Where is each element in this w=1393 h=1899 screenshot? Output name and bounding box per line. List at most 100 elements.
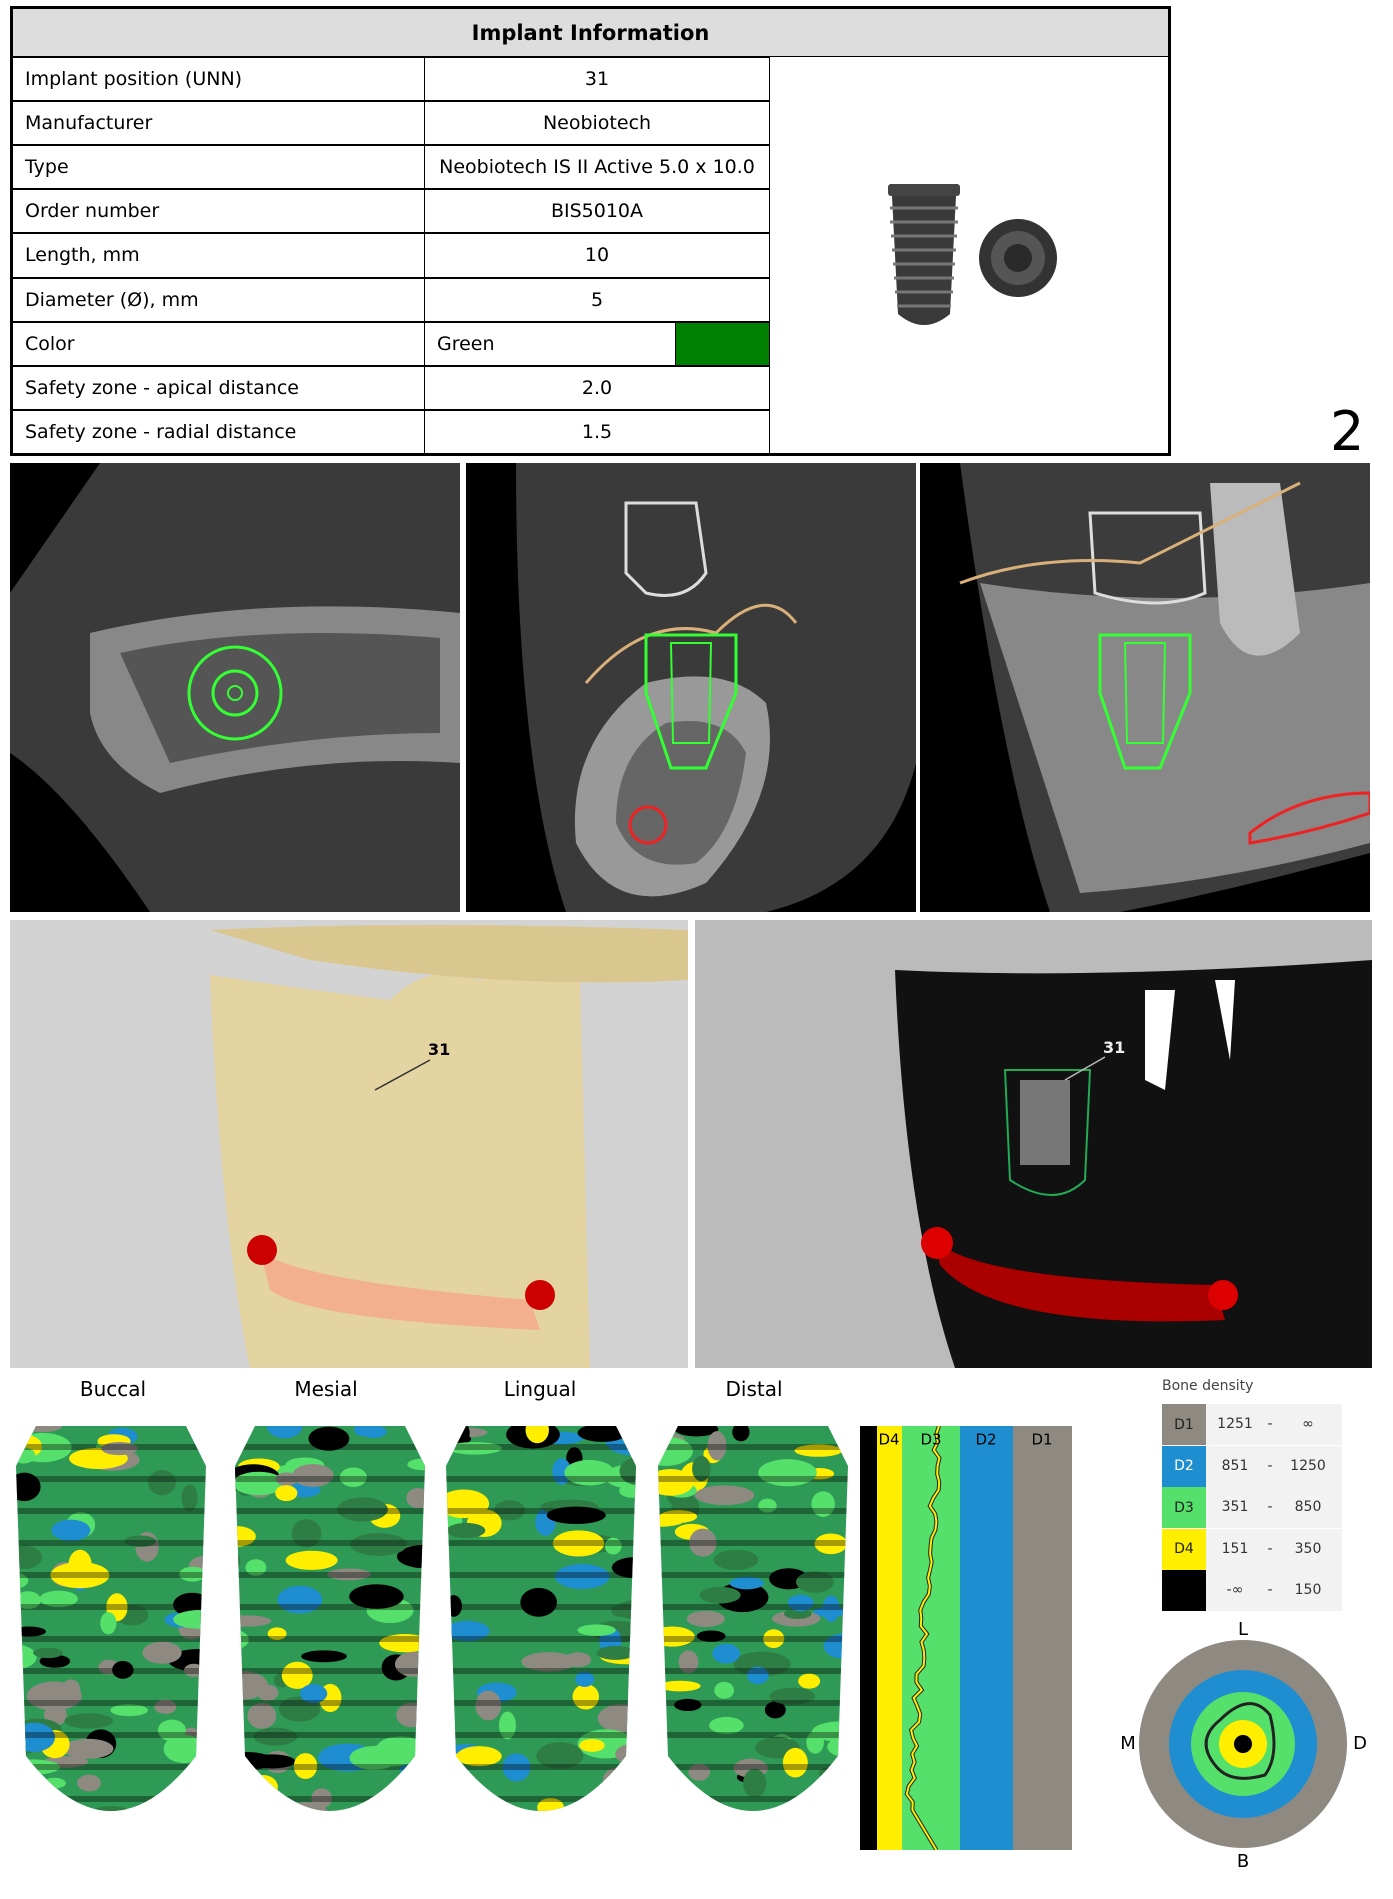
density-patch: [713, 1549, 759, 1570]
density-patch: [349, 1584, 404, 1609]
section-label: Lingual: [503, 1377, 577, 1401]
graphic-path: [935, 1240, 1225, 1322]
graphic-path: [1145, 990, 1175, 1090]
graphic-circle: [187, 645, 283, 741]
section-label: Distal: [725, 1377, 783, 1401]
density-patch: [245, 1559, 267, 1576]
density-patch: [33, 1647, 63, 1659]
thread: [16, 1444, 206, 1450]
density-patch: [77, 1774, 101, 1792]
surface: [436, 1426, 651, 1852]
graphic-path: [616, 721, 746, 865]
thread: [446, 1796, 636, 1802]
density-patch: [796, 1571, 834, 1593]
thread: [16, 1540, 206, 1546]
density-patch: [281, 1661, 313, 1689]
density-patch: [183, 1663, 204, 1678]
density-patch: [61, 1679, 81, 1702]
density-patch: [572, 1684, 600, 1710]
image-cell: [769, 56, 1169, 454]
thread: [16, 1764, 206, 1770]
legend-class: D4: [1162, 1528, 1206, 1570]
thread: [658, 1508, 848, 1514]
density-patch: [525, 1426, 549, 1444]
thread: [16, 1476, 206, 1482]
density-patch: [561, 1819, 581, 1842]
thread: [16, 1796, 206, 1802]
density-patch: [257, 1684, 279, 1701]
legend-sep: -: [1267, 1499, 1273, 1515]
thread: [235, 1668, 425, 1674]
density-patch: [396, 1702, 425, 1728]
thread: [235, 1636, 425, 1642]
density-patch: [686, 1610, 725, 1627]
density-patch: [101, 1442, 138, 1456]
density-patch: [456, 1746, 502, 1767]
thread: [16, 1668, 206, 1674]
density-patch: [536, 1742, 584, 1769]
volume-3d-view: 31: [695, 920, 1372, 1368]
density-patch: [520, 1587, 557, 1617]
density-patch: [537, 1798, 565, 1811]
graphic-g: [890, 206, 958, 308]
density-patch: [406, 1488, 425, 1509]
density-patch: [712, 1643, 741, 1664]
row-value: BIS5010A: [424, 189, 770, 234]
graphic-path: [1248, 791, 1370, 845]
density-patch: [498, 1711, 516, 1740]
graphic-path: [895, 960, 1372, 1368]
density-patch: [694, 1485, 755, 1506]
thread: [436, 1828, 651, 1834]
thread: [446, 1700, 636, 1706]
thread: [235, 1732, 425, 1738]
row-label: Length, mm: [12, 233, 425, 278]
density-patch: [327, 1568, 371, 1581]
density-patch: [579, 1738, 605, 1752]
thread: [235, 1796, 425, 1802]
table-title: Implant Information: [12, 8, 1169, 57]
legend-to: ∞: [1302, 1416, 1314, 1432]
thread: [658, 1604, 848, 1610]
density-patch: [349, 1746, 399, 1770]
density-patch: [552, 1530, 605, 1557]
implant-table: Implant Information Implant position (UN…: [10, 6, 1171, 456]
density-patch: [235, 1471, 285, 1496]
density-patch: [64, 1713, 113, 1729]
density-patch: [475, 1690, 502, 1721]
density-patch: [577, 1832, 620, 1852]
thread: [658, 1476, 848, 1482]
density-patch: [783, 1608, 812, 1619]
thread: [658, 1444, 848, 1450]
density-patch: [473, 1829, 522, 1841]
density-patch: [621, 1426, 636, 1440]
density-patch: [285, 1550, 338, 1570]
density-patch: [696, 1630, 726, 1642]
density-patch: [277, 1585, 323, 1614]
density-patch: [546, 1506, 606, 1524]
implant-map: [658, 1426, 848, 1811]
density-patch: [187, 1765, 206, 1777]
graphic-path: [210, 925, 688, 983]
section-label: Mesial: [294, 1377, 358, 1401]
density-patch: [552, 1458, 572, 1485]
thread: [446, 1444, 636, 1450]
density-patch: [249, 1775, 278, 1800]
density-patch: [769, 1687, 816, 1705]
density-patch: [692, 1455, 711, 1482]
surface: [235, 1426, 425, 1811]
implant-map: [235, 1426, 425, 1811]
density-patch: [179, 1566, 206, 1582]
density-patch: [50, 1561, 110, 1589]
density-patch: [308, 1426, 350, 1451]
legend-row: D1 1251- ∞: [1162, 1404, 1342, 1445]
page-number: 2: [1330, 400, 1365, 463]
density-patch: [173, 1610, 206, 1629]
density-patch: [339, 1467, 367, 1487]
density-patch: [764, 1701, 786, 1719]
density-patch: [379, 1633, 425, 1653]
density-patch: [502, 1753, 531, 1782]
row-label: Safety zone - apical distance: [12, 365, 425, 410]
density-patch: [311, 1788, 333, 1809]
density-patch: [354, 1426, 371, 1437]
density-patch: [707, 1431, 727, 1461]
